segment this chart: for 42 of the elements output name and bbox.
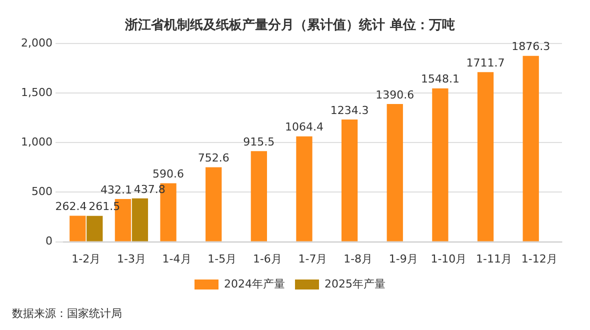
data-label: 1711.7	[466, 56, 505, 70]
y-tick-label: 0	[45, 234, 52, 248]
data-label: 1234.3	[330, 104, 369, 117]
bar	[386, 104, 403, 242]
legend-label: 2024年产量	[224, 277, 286, 290]
x-tick-label: 1-12月	[521, 252, 558, 266]
data-label: 1064.4	[285, 120, 324, 134]
data-label: 432.1	[100, 183, 132, 196]
x-tick-label: 1-6月	[252, 252, 282, 266]
bar	[206, 167, 222, 242]
data-label: 1548.1	[420, 72, 460, 86]
bar	[86, 216, 103, 242]
bar	[432, 88, 448, 242]
bar	[70, 216, 86, 242]
bar	[250, 151, 267, 242]
x-tick-label: 1-10月	[430, 252, 467, 266]
bar	[477, 72, 494, 242]
x-tick-label: 1-3月	[116, 252, 146, 266]
legend-label: 2025年产量	[324, 277, 386, 290]
data-label: 590.6	[152, 168, 184, 181]
bar	[341, 119, 358, 242]
y-tick-label: 1,000	[20, 136, 52, 149]
data-label: 752.6	[198, 152, 230, 165]
y-tick-label: 2,000	[20, 36, 52, 50]
data-label: 915.5	[243, 135, 275, 148]
data-label: 262.4	[55, 200, 87, 214]
x-tick-label: 1-11月	[476, 252, 512, 266]
y-tick-label: 500	[31, 185, 52, 198]
x-tick-label: 1-2月	[72, 252, 101, 266]
x-tick-label: 1-9月	[388, 252, 418, 266]
bar	[296, 136, 312, 242]
x-tick-label: 1-8月	[344, 252, 373, 266]
x-tick-label: 1-7月	[298, 252, 328, 266]
bar	[522, 56, 539, 242]
bar	[132, 198, 148, 242]
chart-title: 浙江省机制纸及纸板产量分月（累计值）统计 单位：万吨	[124, 17, 455, 34]
data-label: 1876.3	[512, 40, 550, 54]
y-tick-label: 1,500	[20, 86, 52, 100]
source-note: 数据来源：国家统计局	[11, 306, 123, 321]
x-tick-label: 1-4月	[162, 252, 192, 266]
x-tick-label: 1-5月	[208, 252, 237, 266]
data-label: 1390.6	[376, 88, 414, 102]
